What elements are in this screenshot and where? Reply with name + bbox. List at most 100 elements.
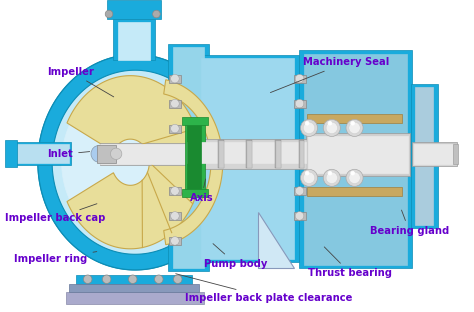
Circle shape: [110, 148, 122, 159]
Bar: [169, 187, 181, 195]
Circle shape: [305, 171, 309, 175]
Bar: [299, 140, 304, 168]
Circle shape: [349, 122, 360, 134]
Bar: [300, 141, 303, 167]
Bar: [197, 55, 299, 262]
Bar: [169, 125, 181, 133]
Bar: [294, 187, 306, 195]
Circle shape: [323, 169, 340, 186]
Bar: [169, 75, 181, 83]
Bar: [12, 144, 69, 163]
Polygon shape: [38, 55, 232, 270]
Circle shape: [171, 99, 179, 108]
Bar: [294, 212, 306, 220]
Text: Pump body: Pump body: [204, 244, 267, 269]
Circle shape: [301, 119, 318, 136]
Bar: [201, 58, 294, 259]
Circle shape: [171, 236, 179, 245]
Bar: [169, 100, 181, 108]
Bar: [294, 75, 306, 83]
Bar: [100, 144, 187, 164]
Bar: [294, 100, 306, 108]
Bar: [307, 187, 402, 196]
Circle shape: [351, 171, 355, 175]
Circle shape: [91, 145, 108, 162]
Circle shape: [153, 10, 160, 18]
Bar: [187, 142, 306, 163]
Bar: [246, 140, 252, 168]
Text: Impeller back plate clearance: Impeller back plate clearance: [176, 274, 352, 303]
Polygon shape: [164, 80, 223, 245]
Bar: [308, 136, 408, 173]
Circle shape: [323, 119, 340, 136]
Bar: [187, 139, 306, 169]
Polygon shape: [258, 212, 294, 268]
Bar: [306, 133, 410, 176]
Bar: [415, 87, 433, 225]
Polygon shape: [62, 80, 209, 245]
Bar: [453, 144, 458, 164]
Bar: [107, 0, 161, 19]
Polygon shape: [52, 70, 218, 254]
Circle shape: [295, 99, 304, 108]
Circle shape: [128, 275, 137, 284]
Text: Bearing gland: Bearing gland: [370, 210, 449, 236]
Text: Machinery Seal: Machinery Seal: [270, 57, 390, 93]
Bar: [276, 141, 280, 167]
Bar: [411, 84, 438, 228]
Circle shape: [171, 212, 179, 220]
Bar: [187, 140, 306, 168]
Circle shape: [305, 121, 309, 125]
Bar: [307, 114, 402, 123]
Circle shape: [303, 172, 315, 183]
Bar: [304, 54, 407, 265]
Bar: [173, 47, 204, 268]
Circle shape: [301, 169, 318, 186]
Bar: [113, 19, 155, 60]
Bar: [168, 44, 209, 271]
Bar: [97, 145, 116, 163]
Circle shape: [295, 212, 304, 220]
Bar: [5, 140, 17, 167]
Bar: [275, 140, 281, 168]
Circle shape: [83, 275, 92, 284]
Bar: [182, 189, 208, 197]
Bar: [247, 141, 251, 167]
Circle shape: [328, 171, 332, 175]
Circle shape: [349, 172, 360, 183]
Text: Impeller: Impeller: [47, 67, 114, 97]
Circle shape: [171, 124, 179, 133]
Circle shape: [303, 122, 315, 134]
Circle shape: [171, 74, 179, 83]
Bar: [412, 142, 457, 166]
Bar: [219, 141, 223, 167]
Bar: [218, 140, 224, 168]
Bar: [307, 134, 409, 174]
Circle shape: [295, 74, 304, 83]
Circle shape: [171, 187, 179, 195]
Text: Axis: Axis: [190, 179, 213, 203]
Circle shape: [295, 187, 304, 195]
Bar: [185, 119, 205, 196]
Bar: [169, 212, 181, 220]
Bar: [413, 144, 456, 165]
Polygon shape: [67, 76, 201, 249]
Text: Inlet: Inlet: [47, 149, 90, 159]
Bar: [69, 284, 199, 292]
Bar: [118, 22, 150, 60]
Bar: [66, 292, 204, 304]
Bar: [182, 117, 208, 125]
Circle shape: [102, 275, 111, 284]
Bar: [299, 50, 412, 268]
Circle shape: [326, 122, 337, 134]
Bar: [9, 142, 71, 165]
Circle shape: [155, 275, 163, 284]
Circle shape: [173, 275, 182, 284]
Polygon shape: [38, 55, 232, 270]
Text: Impeller ring: Impeller ring: [14, 251, 97, 264]
Bar: [187, 120, 201, 194]
Circle shape: [328, 121, 332, 125]
Bar: [76, 275, 192, 284]
Bar: [100, 143, 187, 165]
Circle shape: [326, 172, 337, 183]
